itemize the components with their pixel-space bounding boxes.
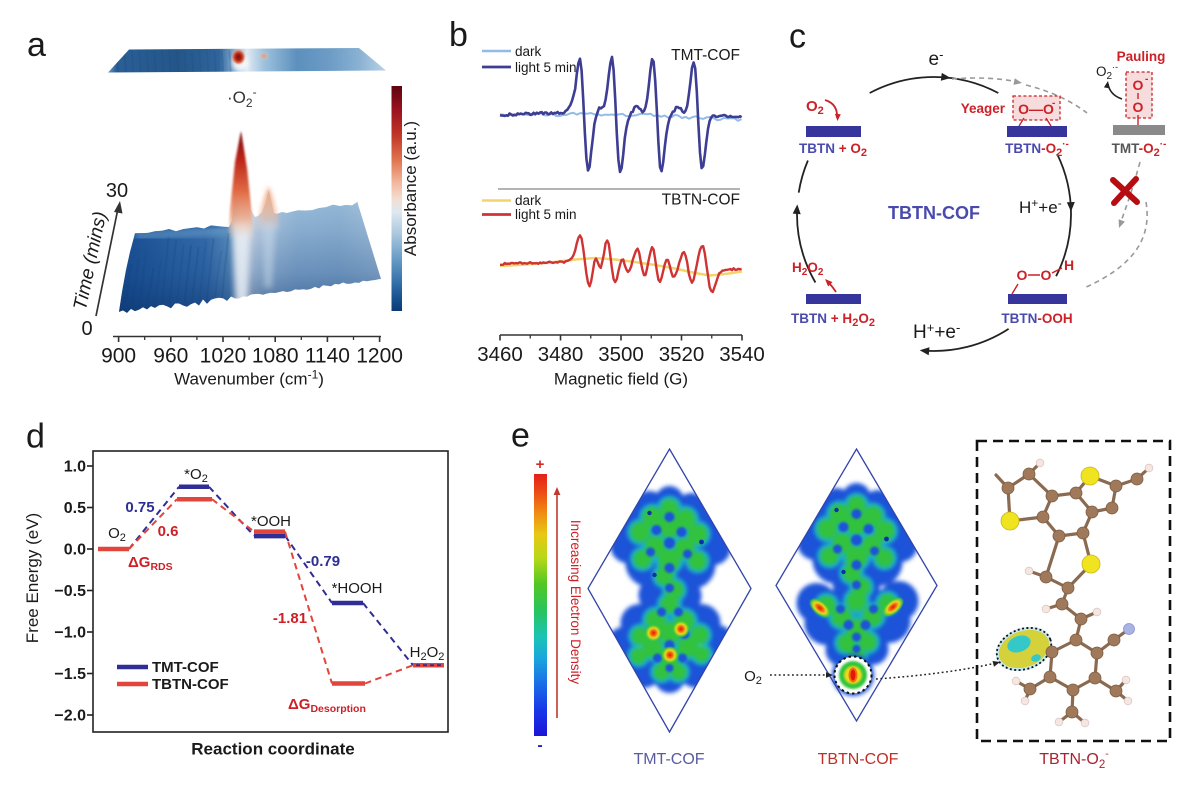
svg-text:3520: 3520 <box>659 343 705 366</box>
svg-text:1020: 1020 <box>200 345 247 368</box>
svg-text:TBTN-O2·-: TBTN-O2·- <box>1005 139 1069 159</box>
svg-text:TBTN-O2-: TBTN-O2- <box>1039 748 1109 771</box>
svg-text:TMT-O2·-: TMT-O2·- <box>1112 139 1167 159</box>
svg-text:a: a <box>27 26 46 64</box>
svg-text:30: 30 <box>106 180 128 202</box>
svg-text:TMT-COF: TMT-COF <box>671 47 740 64</box>
svg-text:TBTN-OOH: TBTN-OOH <box>1001 311 1072 326</box>
svg-text:-1.81: -1.81 <box>273 610 307 627</box>
svg-text:-: - <box>1145 74 1148 85</box>
svg-text:0: 0 <box>81 318 92 340</box>
svg-text:Increasing Electron Density: Increasing Electron Density <box>568 520 583 685</box>
svg-text:*OOH: *OOH <box>251 513 291 530</box>
svg-text:3460: 3460 <box>477 343 523 366</box>
svg-text:*O2: *O2 <box>184 466 208 485</box>
svg-text:Time (mins): Time (mins) <box>70 210 111 312</box>
svg-text:e: e <box>511 417 530 455</box>
svg-text:Magnetic field (G): Magnetic field (G) <box>554 370 688 389</box>
svg-text:960: 960 <box>153 345 188 368</box>
svg-text:3540: 3540 <box>719 343 765 366</box>
svg-text:Yeager: Yeager <box>961 101 1006 116</box>
svg-text:-0.79: -0.79 <box>306 553 340 570</box>
svg-text:−1.5: −1.5 <box>54 666 86 683</box>
svg-text:light 5 min: light 5 min <box>515 207 577 222</box>
svg-text:H++e-: H++e- <box>1019 196 1062 217</box>
svg-text:*HOOH: *HOOH <box>332 580 383 597</box>
svg-text:O: O <box>1041 267 1052 283</box>
svg-text:O2: O2 <box>108 525 126 544</box>
svg-text:O: O <box>1017 267 1028 283</box>
svg-text:Pauling: Pauling <box>1117 49 1166 64</box>
svg-text:O—O: O—O <box>1018 101 1054 117</box>
svg-text:O2: O2 <box>806 98 824 117</box>
svg-text:ΔGDesorption: ΔGDesorption <box>288 696 366 715</box>
svg-text:−2.0: −2.0 <box>54 708 86 725</box>
svg-text:dark: dark <box>515 193 542 208</box>
svg-text:TBTN-COF: TBTN-COF <box>818 751 899 768</box>
svg-text:TBTN-COF: TBTN-COF <box>152 676 229 693</box>
svg-text:Reaction coordinate: Reaction coordinate <box>191 740 354 759</box>
svg-text:H: H <box>1064 257 1074 273</box>
svg-text:d: d <box>26 418 45 456</box>
svg-text:900: 900 <box>101 345 136 368</box>
svg-text:1080: 1080 <box>252 345 299 368</box>
svg-text:light 5 min: light 5 min <box>515 60 577 75</box>
svg-text:Wavenumber (cm-1): Wavenumber (cm-1) <box>174 368 324 389</box>
svg-text:0.0: 0.0 <box>64 542 86 559</box>
svg-text:dark: dark <box>515 44 542 59</box>
svg-text:O: O <box>1133 77 1144 93</box>
svg-text:TMT-COF: TMT-COF <box>152 659 219 676</box>
svg-text:·O2-: ·O2- <box>227 85 257 110</box>
svg-text:−0.5: −0.5 <box>54 583 86 600</box>
svg-text:e-: e- <box>929 47 944 70</box>
svg-text:H2O2: H2O2 <box>792 260 824 278</box>
svg-text:O2: O2 <box>744 668 762 687</box>
svg-text:b: b <box>449 16 468 54</box>
svg-text:3480: 3480 <box>538 343 584 366</box>
svg-text:−1.0: −1.0 <box>54 625 86 642</box>
svg-text:3500: 3500 <box>598 343 644 366</box>
svg-text:H2O2: H2O2 <box>410 644 445 663</box>
svg-text:+: + <box>536 456 545 473</box>
svg-text:-: - <box>1052 98 1055 109</box>
svg-text:TMT-COF: TMT-COF <box>633 751 704 768</box>
svg-text:O: O <box>1133 99 1144 115</box>
svg-text:Free Energy (eV): Free Energy (eV) <box>23 513 42 643</box>
svg-text:0.75: 0.75 <box>125 499 154 516</box>
svg-text:H++e-: H++e- <box>913 320 960 343</box>
svg-text:TBTN + O2: TBTN + O2 <box>799 141 867 159</box>
svg-text:1140: 1140 <box>305 345 350 368</box>
svg-text:TBTN + H2O2: TBTN + H2O2 <box>791 311 875 329</box>
svg-text:1200: 1200 <box>356 345 403 368</box>
svg-text:0.6: 0.6 <box>158 523 179 540</box>
svg-text:Absorbance (a.u.): Absorbance (a.u.) <box>401 121 420 256</box>
svg-text:TBTN-COF: TBTN-COF <box>888 203 980 223</box>
svg-text:O2·-: O2·- <box>1096 62 1118 82</box>
svg-text:-: - <box>537 737 542 754</box>
svg-text:ΔGRDS: ΔGRDS <box>128 554 173 573</box>
svg-text:c: c <box>789 18 806 56</box>
svg-text:TBTN-COF: TBTN-COF <box>662 192 740 209</box>
svg-text:1.0: 1.0 <box>64 459 86 476</box>
svg-text:0.5: 0.5 <box>64 500 86 517</box>
